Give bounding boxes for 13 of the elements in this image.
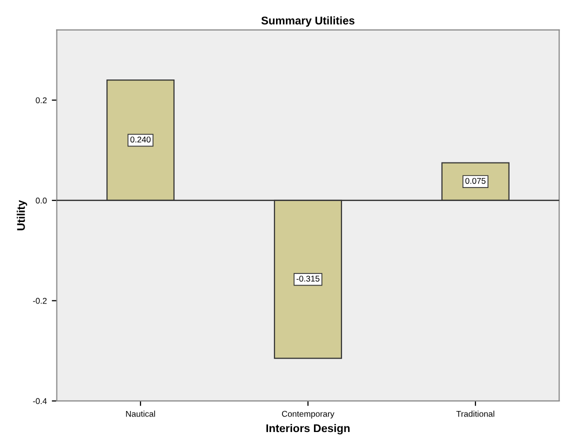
x-tick-label: Nautical (126, 410, 155, 417)
data-label: 0.240 (130, 136, 151, 142)
chart-title: Summary Utilities (261, 16, 354, 27)
y-axis-title: Utility (16, 200, 28, 230)
x-axis-title: Interiors Design (266, 424, 350, 434)
y-tick-label: 0.0 (36, 198, 47, 204)
data-label: 0.075 (465, 178, 486, 184)
y-tick-label: 0.2 (36, 97, 47, 104)
y-tick-label: -0.4 (33, 398, 47, 404)
x-tick-label: Contemporary (282, 410, 334, 418)
y-tick-label: -0.2 (33, 298, 47, 304)
data-label: -0.315 (296, 276, 320, 282)
x-tick-label: Traditional (456, 410, 494, 417)
